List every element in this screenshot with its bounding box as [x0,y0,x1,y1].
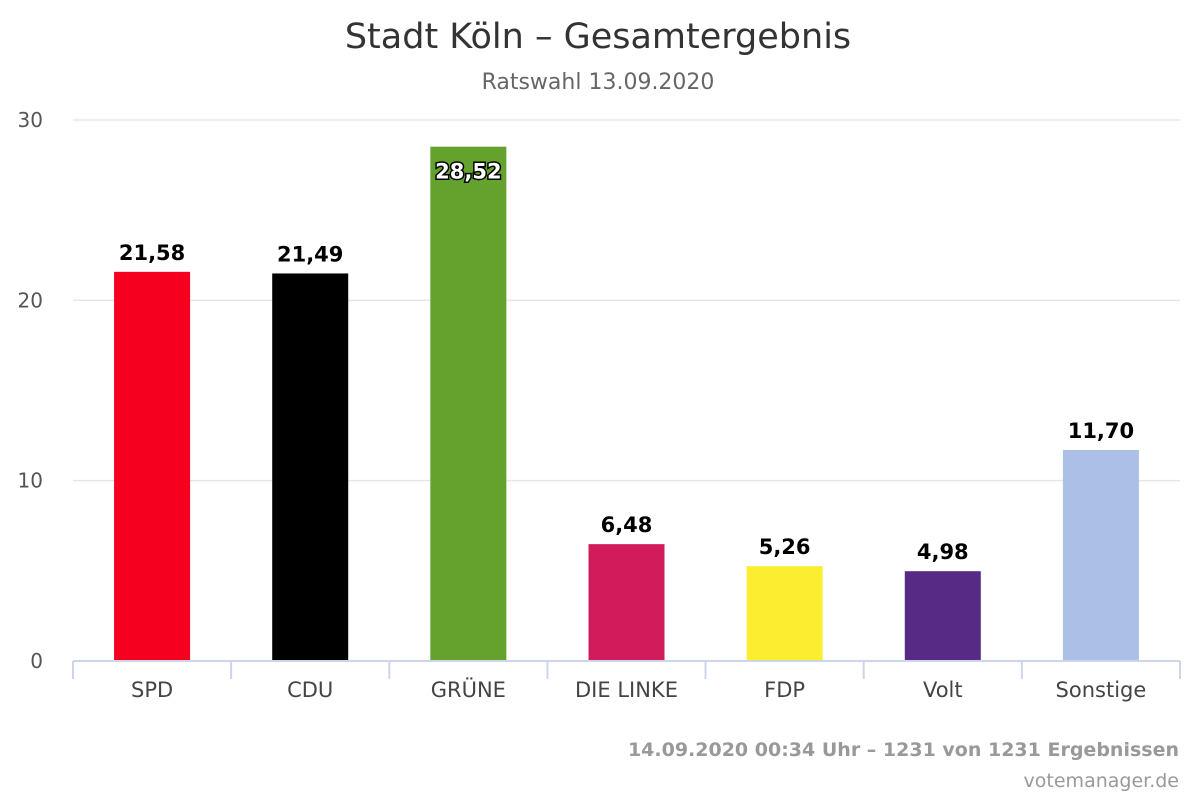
y-tick-label: 0 [30,649,43,673]
x-tick-label: Volt [923,678,963,702]
data-label: 21,58 [119,241,185,265]
data-label: 21,49 [277,242,343,266]
x-tick-label: GRÜNE [431,677,506,702]
data-label: 4,98 [917,540,969,564]
x-tick-label: DIE LINKE [575,678,678,702]
bars: 21,58 21,49 28,52 6,48 5,26 4,98 11,70 [114,146,1139,661]
y-tick-label: 10 [18,469,43,493]
footer-credit: votemanager.de [1024,770,1179,792]
y-tick-label: 20 [18,288,43,312]
data-label: 5,26 [759,535,811,559]
data-label: 6,48 [601,513,653,537]
grid-lines: 0 10 20 30 [18,108,1180,673]
bar [746,566,823,661]
bar [114,271,191,661]
bar [272,273,349,661]
bar [1062,450,1139,661]
bar [588,544,665,661]
x-tick-label: FDP [764,678,805,702]
data-label: 11,70 [1068,419,1134,443]
x-tick-label: CDU [287,678,333,702]
bar [430,146,507,661]
footer-status: 14.09.2020 00:34 Uhr – 1231 von 1231 Erg… [628,739,1179,761]
x-axis: SPD CDU GRÜNE DIE LINKE FDP Volt Sonstige [72,660,1181,702]
bar [904,571,981,661]
y-tick-label: 30 [18,108,43,132]
x-tick-label: Sonstige [1056,678,1147,702]
data-label: 28,52 [435,160,501,184]
chart-subtitle: Ratswahl 13.09.2020 [482,70,715,95]
chart-title: Stadt Köln – Gesamtergebnis [345,17,851,57]
x-tick-label: SPD [131,678,173,702]
